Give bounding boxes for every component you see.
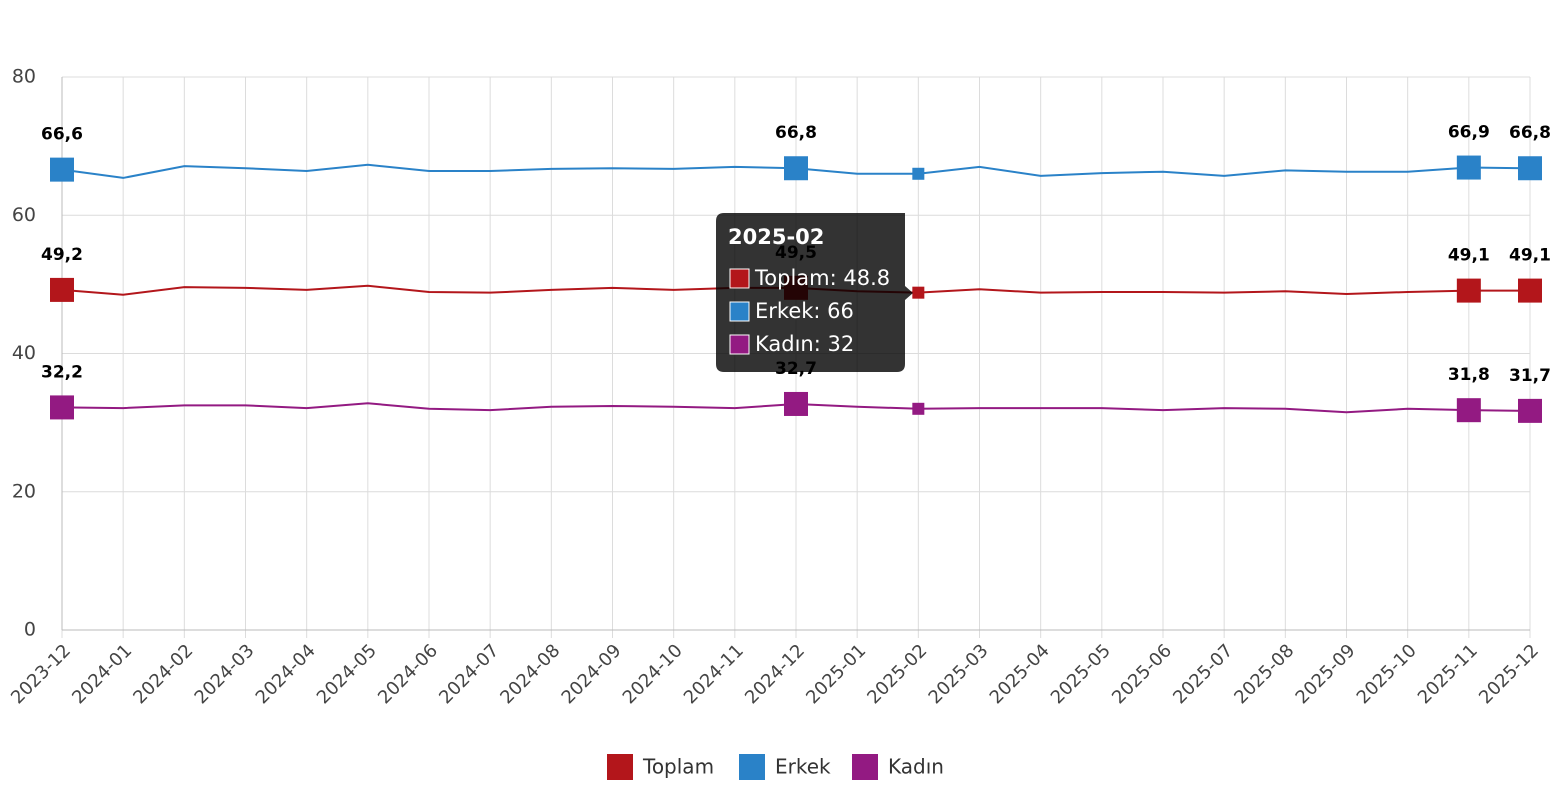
- tooltip-line: Toplam: 48.8: [754, 266, 890, 290]
- point: [50, 395, 74, 420]
- legend-label: Kadın: [888, 755, 944, 779]
- tooltip-swatch: [729, 334, 750, 355]
- x-tick-label: 2024-05: [313, 640, 381, 708]
- point: [1518, 398, 1542, 423]
- tooltip-box: [716, 213, 913, 372]
- data-label: 66,8: [1509, 123, 1551, 143]
- x-tick-label: 2025-10: [1353, 640, 1421, 708]
- x-tick-label: 2024-07: [435, 640, 503, 708]
- x-tick-label: 2025-06: [1108, 640, 1176, 708]
- point: [50, 277, 74, 302]
- data-label: 32,2: [41, 362, 83, 382]
- tooltip-title: 2025-02: [728, 225, 824, 249]
- x-tick-label: 2025-03: [925, 640, 993, 708]
- x-tick-label: 2025-07: [1169, 640, 1237, 708]
- point: [1456, 155, 1481, 180]
- x-tick-label: 2024-06: [374, 640, 442, 708]
- point: [1518, 278, 1542, 303]
- point: [784, 391, 808, 416]
- y-tick-label: 80: [12, 66, 36, 88]
- point: [1518, 156, 1542, 181]
- x-tick-label: 2025-08: [1230, 640, 1298, 708]
- tooltip-swatch: [729, 301, 750, 322]
- data-label: 49,1: [1509, 246, 1551, 266]
- legend-swatch: [739, 754, 765, 780]
- point: [912, 286, 925, 299]
- point: [912, 402, 925, 415]
- x-tick-label: 2024-04: [252, 640, 320, 708]
- legend-label: Erkek: [775, 755, 831, 779]
- legend-label: Toplam: [642, 755, 714, 779]
- x-tick-label: 2024-11: [680, 640, 748, 708]
- x-tick-label: 2025-11: [1414, 640, 1482, 708]
- x-tick-label: 2024-01: [68, 640, 136, 708]
- y-tick-label: 20: [12, 480, 36, 502]
- y-tick-label: 40: [12, 342, 36, 364]
- tooltip-line: Kadın: 32: [755, 332, 854, 356]
- x-tick-label: 2024-02: [129, 640, 197, 708]
- y-tick-label: 0: [24, 619, 36, 641]
- point: [784, 156, 808, 181]
- x-tick-label: 2024-03: [191, 640, 259, 708]
- x-tick-label: 2024-09: [558, 640, 626, 708]
- data-label: 49,1: [1448, 246, 1490, 266]
- data-label: 31,7: [1509, 366, 1551, 386]
- x-tick-label: 2025-09: [1292, 640, 1360, 708]
- y-tick-label: 60: [12, 204, 36, 226]
- data-label: 66,6: [41, 125, 83, 145]
- x-tick-label: 2024-10: [619, 640, 687, 708]
- tooltip-line: Erkek: 66: [755, 299, 854, 323]
- data-label: 66,9: [1448, 123, 1490, 143]
- tooltip-swatch: [729, 268, 750, 289]
- x-tick-label: 2025-05: [1047, 640, 1115, 708]
- point: [1456, 278, 1481, 303]
- x-tick-label: 2024-08: [496, 640, 564, 708]
- data-label: 49,2: [41, 245, 83, 265]
- data-label: 66,8: [775, 123, 817, 143]
- x-tick-label: 2023-12: [7, 640, 75, 708]
- legend-swatch: [607, 754, 633, 780]
- point: [50, 157, 74, 182]
- point: [1456, 398, 1481, 423]
- point: [912, 167, 925, 180]
- x-tick-label: 2025-04: [986, 640, 1054, 708]
- x-tick-label: 2024-12: [741, 640, 809, 708]
- data-label: 31,8: [1448, 365, 1490, 385]
- x-tick-label: 2025-02: [863, 640, 931, 708]
- x-tick-label: 2025-01: [802, 640, 870, 708]
- legend-swatch: [852, 754, 878, 780]
- x-tick-label: 2025-12: [1475, 640, 1543, 708]
